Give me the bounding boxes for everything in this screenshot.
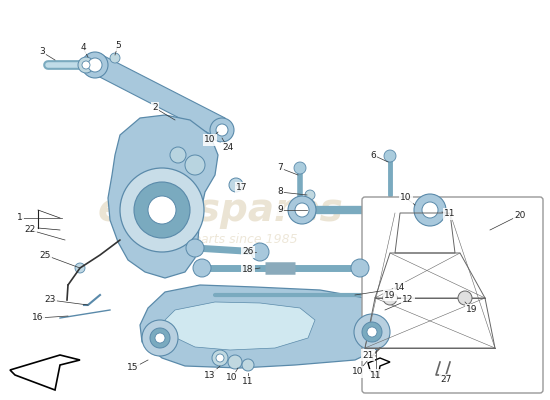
Circle shape xyxy=(383,291,397,305)
Text: 6: 6 xyxy=(370,150,376,160)
Text: 12: 12 xyxy=(402,296,414,304)
Circle shape xyxy=(193,259,211,277)
Text: 25: 25 xyxy=(39,250,51,260)
Circle shape xyxy=(170,147,186,163)
Text: 20: 20 xyxy=(514,210,526,220)
Text: 11: 11 xyxy=(444,210,456,218)
Text: 11: 11 xyxy=(242,378,254,386)
Circle shape xyxy=(242,359,254,371)
Text: 3: 3 xyxy=(39,48,45,56)
Polygon shape xyxy=(10,355,80,390)
Text: 13: 13 xyxy=(204,370,216,380)
Circle shape xyxy=(229,178,243,192)
Text: 4: 4 xyxy=(80,44,86,52)
Polygon shape xyxy=(108,115,218,278)
Text: 10: 10 xyxy=(226,374,238,382)
Circle shape xyxy=(294,162,306,174)
Text: 16: 16 xyxy=(32,314,44,322)
Text: 11: 11 xyxy=(370,370,382,380)
Circle shape xyxy=(295,203,309,217)
Circle shape xyxy=(354,314,390,350)
Circle shape xyxy=(216,354,224,362)
Circle shape xyxy=(185,155,205,175)
Circle shape xyxy=(110,53,120,63)
Circle shape xyxy=(155,333,165,343)
Text: 26: 26 xyxy=(243,248,254,256)
Circle shape xyxy=(186,239,204,257)
Circle shape xyxy=(362,322,382,342)
Circle shape xyxy=(148,196,176,224)
Text: 8: 8 xyxy=(277,188,283,196)
Circle shape xyxy=(75,263,85,273)
Text: 7: 7 xyxy=(277,164,283,172)
Polygon shape xyxy=(88,55,230,138)
Polygon shape xyxy=(368,358,390,378)
Circle shape xyxy=(142,320,178,356)
Circle shape xyxy=(78,57,94,73)
Circle shape xyxy=(351,259,369,277)
Circle shape xyxy=(88,58,102,72)
Text: 3 pes... parts since 1985: 3 pes... parts since 1985 xyxy=(142,234,298,246)
Text: 10: 10 xyxy=(400,194,412,202)
Circle shape xyxy=(422,202,438,218)
Text: 21: 21 xyxy=(362,350,373,360)
Text: 19: 19 xyxy=(466,306,478,314)
Circle shape xyxy=(288,196,316,224)
Text: 5: 5 xyxy=(115,40,121,50)
Text: 15: 15 xyxy=(127,364,139,372)
Circle shape xyxy=(82,61,90,69)
Circle shape xyxy=(414,194,446,226)
Circle shape xyxy=(210,118,234,142)
Circle shape xyxy=(150,328,170,348)
Text: 17: 17 xyxy=(236,184,248,192)
Text: 22: 22 xyxy=(24,226,36,234)
Polygon shape xyxy=(140,285,388,368)
Circle shape xyxy=(305,210,315,220)
FancyBboxPatch shape xyxy=(362,197,543,393)
Text: 23: 23 xyxy=(45,296,56,304)
Text: 9: 9 xyxy=(277,206,283,214)
Text: 2: 2 xyxy=(152,104,158,112)
Circle shape xyxy=(228,355,242,369)
Polygon shape xyxy=(165,302,315,350)
Circle shape xyxy=(384,150,396,162)
Text: 27: 27 xyxy=(441,376,452,384)
Circle shape xyxy=(120,168,204,252)
Circle shape xyxy=(458,291,472,305)
Circle shape xyxy=(367,327,377,337)
Text: eurospares: eurospares xyxy=(97,191,343,229)
Text: 19: 19 xyxy=(384,290,396,300)
Circle shape xyxy=(134,182,190,238)
Circle shape xyxy=(251,243,269,261)
Text: 10: 10 xyxy=(204,136,216,144)
Circle shape xyxy=(305,190,315,200)
Text: 18: 18 xyxy=(242,266,254,274)
Circle shape xyxy=(82,52,108,78)
Text: 10: 10 xyxy=(352,368,364,376)
Text: 24: 24 xyxy=(222,144,234,152)
Circle shape xyxy=(216,124,228,136)
Text: 1: 1 xyxy=(17,214,23,222)
Circle shape xyxy=(212,350,228,366)
Circle shape xyxy=(305,200,315,210)
Text: 14: 14 xyxy=(394,284,406,292)
